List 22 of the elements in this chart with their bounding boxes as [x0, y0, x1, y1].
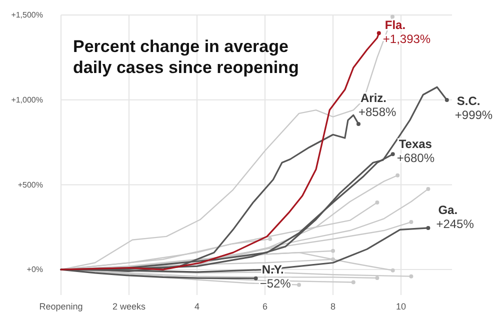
annotation: +858% [358, 104, 397, 119]
x-tick-label: 2 weeks [112, 301, 146, 312]
x-tick-label: 8 [330, 301, 336, 312]
annotation: +999% [454, 108, 493, 122]
series-label: Fla. [384, 18, 406, 32]
series-label: Ga. [438, 202, 458, 217]
y-tick-label: +1,500% [11, 10, 43, 20]
x-tick-label: 4 [194, 301, 200, 312]
annotation: +245% [436, 216, 474, 231]
y-tick-label: +1,000% [11, 95, 43, 104]
annotation: +680% [396, 151, 435, 166]
series-label: Texas [398, 137, 432, 152]
series-label: S.C. [456, 94, 480, 108]
y-tick-label: +500% [18, 180, 43, 190]
x-tick-label: 6 [262, 301, 268, 312]
text: Percent change in average daily cases since reopening [73, 37, 299, 77]
annotation: −52% [260, 276, 292, 290]
x-tick-label: Reopening [39, 301, 83, 312]
annotation: +1,393% [382, 32, 431, 46]
y-tick-label: +0% [26, 265, 43, 274]
series-label: Ariz. [360, 90, 387, 105]
x-tick-label: 10 [396, 301, 406, 312]
